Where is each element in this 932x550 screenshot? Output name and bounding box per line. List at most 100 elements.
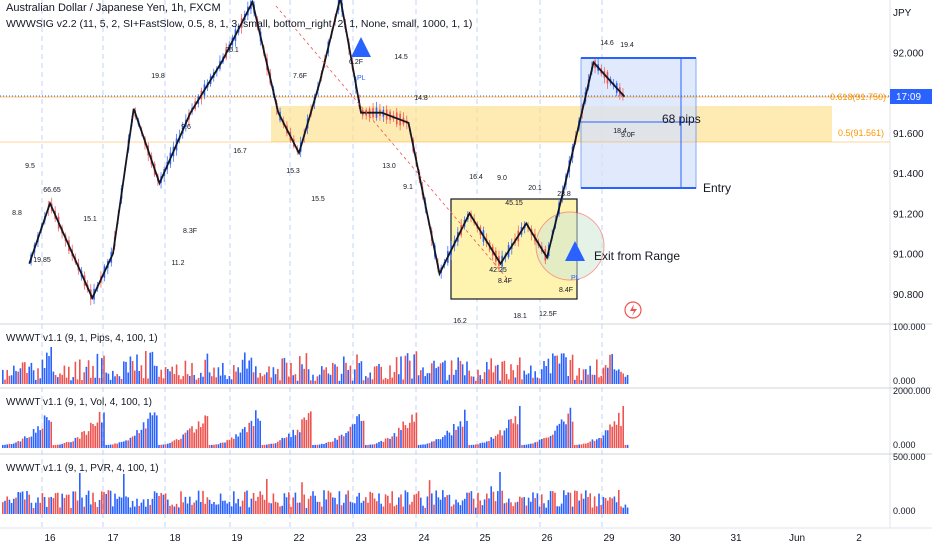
panel-bar [10,375,13,384]
panel-bar [523,497,525,514]
panel-bar [61,493,63,514]
panel-bar [285,497,288,514]
panel-bar [547,358,550,384]
pl-label-lower: PL [571,275,580,282]
wave-label: 14.6 [600,40,614,47]
panel-bar [490,358,492,384]
panel-bar [314,444,316,448]
panel-bar [184,496,187,514]
panel-bar [186,374,189,384]
panel-bar [609,354,611,384]
panel-bar [68,442,70,448]
panel-bar [127,440,129,448]
panel-bar [464,498,466,514]
panel-bar [534,371,536,384]
panel-bar [255,500,257,514]
panel-bar [510,419,512,448]
panel-bar [596,359,598,384]
wave-label: 8.4F [559,287,573,294]
panel-bar [239,506,242,514]
panel-bar [585,369,587,384]
panel-bar [536,377,539,384]
panel-bar [587,442,589,448]
panel-bar [455,369,457,384]
panel-bar [301,482,303,514]
panel-bar [54,444,57,448]
panel-bar [39,502,41,514]
panel-bar [420,497,422,514]
panel-bar [228,439,231,448]
lightning-icon [624,301,642,319]
panel-bar [503,503,506,514]
panel-bar [604,498,607,514]
panel-bar [164,367,167,384]
panel-bar [268,502,270,514]
panel-bar [235,503,237,514]
wave-label: 14.8 [414,95,428,102]
panel-bar [316,444,319,448]
panel-bar [365,376,367,384]
panel-bar [261,376,264,384]
time-tick: 22 [293,533,305,544]
panel-bar [255,366,257,384]
panel-bar [402,506,404,514]
wave-label: 12.5F [539,311,557,318]
panel-bar [125,440,127,448]
panel-bar [567,492,569,514]
panel-bar [138,505,140,514]
panel-bar [149,504,151,514]
panel-bar [578,444,580,448]
panel-bar [492,438,495,448]
panel-bar [182,376,184,384]
panel-bar [305,353,308,384]
panel-bar [13,498,15,514]
panel-bar [558,423,561,448]
panel-bar [453,504,455,514]
panel-bar [83,431,85,448]
panel-bar [202,490,204,514]
panel-bar [340,505,343,514]
panel-bar [235,371,237,384]
panel-bar [101,358,103,384]
panel-bar [554,492,556,514]
panel-bar [32,429,35,448]
panel-bar [118,376,121,384]
panel-bar [59,507,61,514]
panel-bar [2,444,4,448]
panel-bar [417,444,420,448]
panel-bar [525,374,528,384]
time-tick: 29 [603,533,615,544]
panel-bar [367,377,369,384]
panel-bar [580,380,583,384]
panel-bar [288,376,290,384]
panel-bottom-label: 0.000 [893,376,916,386]
panel-bar [538,506,541,514]
panel-bar [466,492,468,514]
panel-bar [433,360,435,384]
panel-bar [376,443,378,448]
panel-bar [519,406,521,448]
panel-bar [98,499,101,514]
panel-bar [268,366,270,384]
wave-label: 45.15 [505,200,523,207]
panel-bar [512,423,514,448]
panel-bar [105,444,107,448]
panel-bar [169,442,171,448]
panel-bar [560,419,563,448]
panel-bar [270,443,272,448]
panel-bar [191,362,193,384]
panel-bar [92,424,94,448]
panel-bar [571,354,574,384]
panel-bar [598,377,600,384]
diagonal-dashed [275,5,511,283]
panel-bar [2,369,4,384]
panel-bar [389,503,391,514]
panel-bar [239,432,242,448]
panel-bar [417,491,420,514]
panel-bar [382,379,385,384]
panel-bar [290,506,292,514]
panel-bar [158,495,160,514]
panel-bar [193,432,195,448]
panel-bar [521,497,523,514]
